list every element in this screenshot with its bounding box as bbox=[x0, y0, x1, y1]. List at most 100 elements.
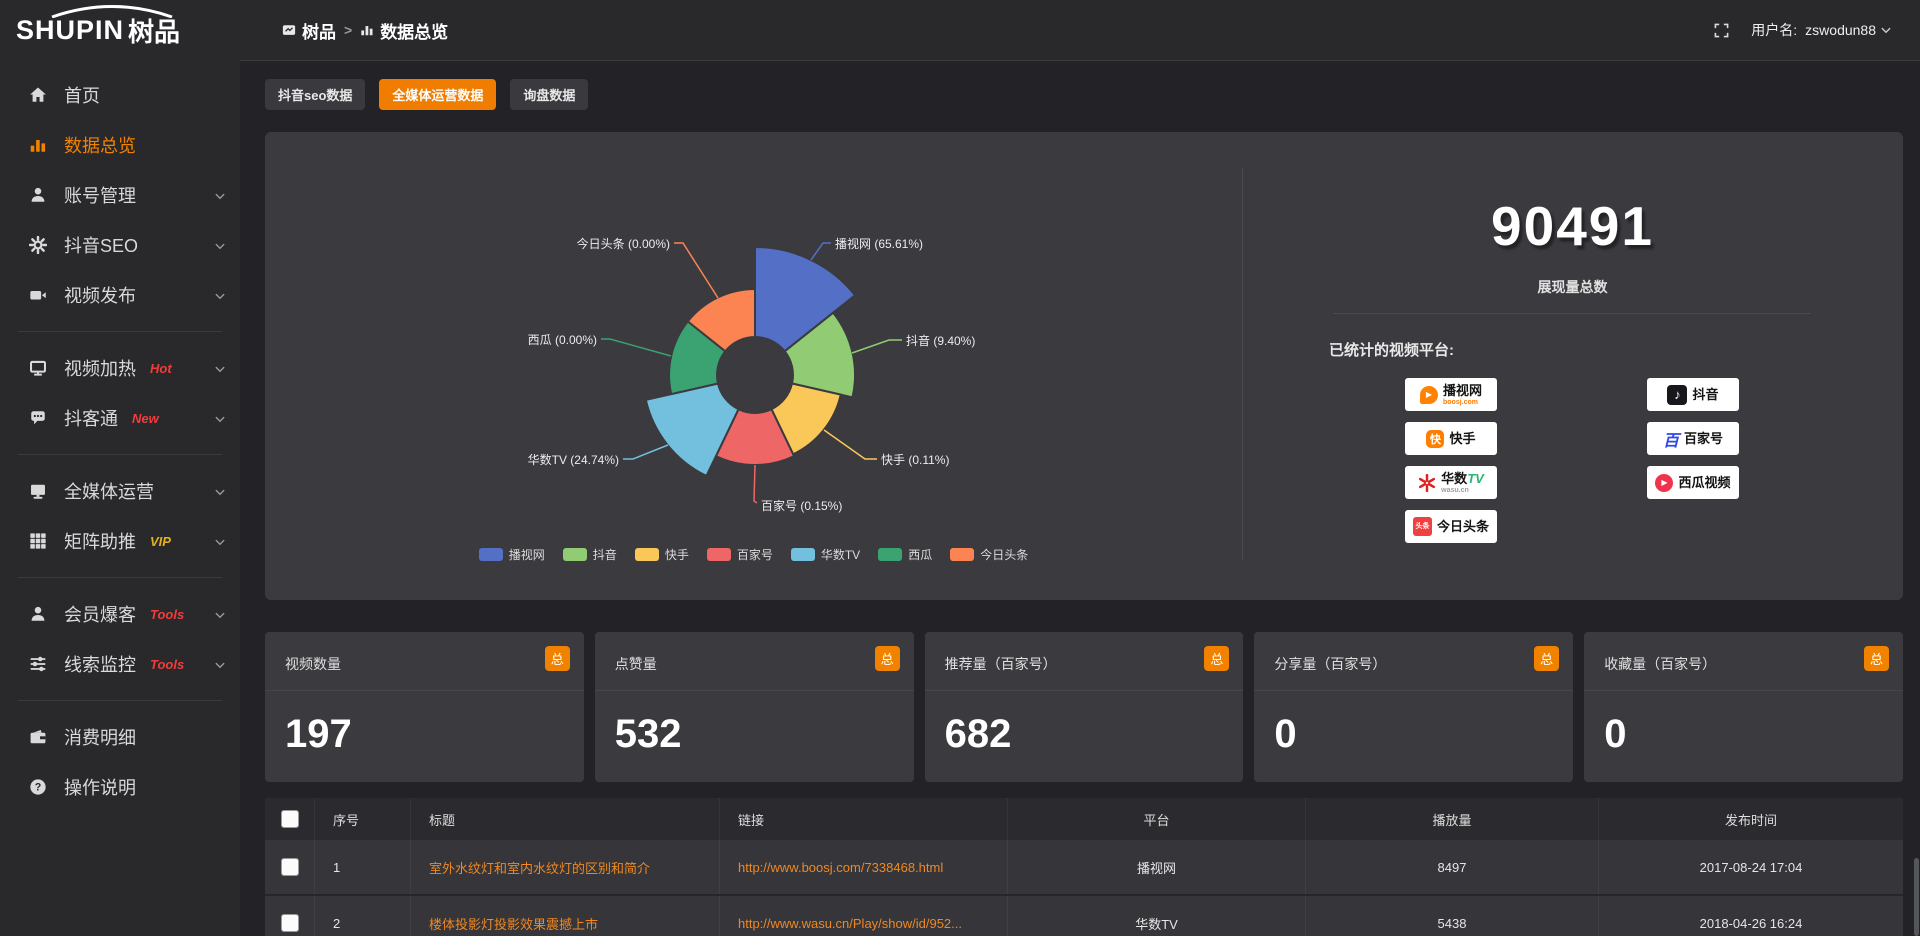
sidebar-item-media-operation[interactable]: 全媒体运营 bbox=[0, 466, 240, 516]
pie-leader-line bbox=[753, 464, 758, 504]
video-url-link[interactable]: http://www.wasu.cn/Play/show/id/952... bbox=[738, 915, 962, 931]
fullscreen-icon[interactable] bbox=[1714, 23, 1729, 38]
cell-time: 2018-04-26 16:24 bbox=[1699, 915, 1803, 931]
video-title-link[interactable]: 楼体投影灯投影效果震撼上市 bbox=[429, 916, 599, 932]
total-badge: 总 bbox=[1204, 646, 1230, 671]
legend-label: 今日头条 bbox=[980, 548, 1029, 562]
data-tabs: 抖音seo数据 全媒体运营数据 询盘数据 bbox=[265, 79, 589, 110]
wasu-logo-icon bbox=[1418, 473, 1436, 492]
sidebar-item-data-overview[interactable]: 数据总览 bbox=[0, 120, 240, 170]
breadcrumb-item-data-overview[interactable]: 数据总览 bbox=[360, 18, 448, 43]
horizontal-divider bbox=[1333, 313, 1811, 314]
media-operation-icon bbox=[28, 481, 48, 501]
total-badge: 总 bbox=[874, 646, 900, 671]
sidebar-item-label: 抖音SEO bbox=[64, 236, 139, 256]
pie-label-kuaishou: 快手 (0.11%) bbox=[881, 453, 950, 467]
user-menu[interactable]: 用户名: zswodun88 bbox=[1751, 20, 1892, 40]
chevron-down-icon bbox=[214, 289, 226, 307]
brand-name: SHUPIN bbox=[16, 14, 125, 45]
legend-swatch bbox=[950, 548, 975, 561]
breadcrumb-item-shupin[interactable]: 树品 bbox=[282, 18, 336, 43]
data-overview-icon bbox=[28, 135, 48, 155]
platform-badge-toutiao: 头条 今日头条 bbox=[1405, 510, 1497, 543]
sidebar-item-home[interactable]: 首页 bbox=[0, 70, 240, 120]
legend-item-kuaishou[interactable]: 快手 bbox=[634, 546, 689, 563]
pie-slice-boosj[interactable] bbox=[754, 245, 857, 353]
header-cell-no: 序号 bbox=[315, 798, 411, 840]
legend-swatch bbox=[790, 548, 815, 561]
stat-card-title: 视频数量 bbox=[285, 656, 341, 672]
sidebar-item-member-baoke[interactable]: 会员爆客 Tools bbox=[0, 589, 240, 639]
sidebar-item-label: 首页 bbox=[64, 86, 100, 106]
pie-slice-douyin[interactable] bbox=[783, 311, 856, 399]
total-badge: 总 bbox=[544, 646, 570, 671]
stat-card-3: 分享量（百家号） 总 0 bbox=[1254, 632, 1574, 782]
stat-card-title: 分享量（百家号） bbox=[1274, 656, 1387, 672]
sidebar-item-video-heating[interactable]: 视频加热 Hot bbox=[0, 343, 240, 393]
legend-item-douyin[interactable]: 抖音 bbox=[562, 546, 617, 563]
cell-no: 1 bbox=[315, 840, 411, 894]
chevron-down-icon bbox=[214, 535, 226, 553]
sidebar-item-label: 线索监控 bbox=[64, 655, 136, 675]
platform-name: 西瓜视频 bbox=[1678, 475, 1731, 490]
tab-inquiry-data[interactable]: 询盘数据 bbox=[510, 79, 589, 110]
sidebar-item-douyin-seo[interactable]: 抖音SEO bbox=[0, 220, 240, 270]
legend-swatch bbox=[562, 548, 587, 561]
breadcrumb-separator: > bbox=[344, 22, 353, 38]
tab-media-operation-data[interactable]: 全媒体运营数据 bbox=[379, 79, 497, 110]
sidebar-item-label: 消费明细 bbox=[64, 728, 136, 748]
card-divider bbox=[594, 690, 914, 691]
sidebar-item-badge: Hot bbox=[150, 360, 172, 376]
logo-arc-icon bbox=[51, 5, 173, 18]
sidebar-item-douketong[interactable]: 抖客通 New bbox=[0, 393, 240, 443]
sidebar-item-badge: Tools bbox=[150, 656, 185, 672]
sidebar-item-matrix-boost[interactable]: 矩阵助推 VIP bbox=[0, 516, 240, 566]
home-icon bbox=[28, 85, 48, 105]
douyin-seo-icon bbox=[28, 235, 48, 255]
vertical-divider bbox=[1242, 168, 1243, 560]
platform-badges-left: ▶ 播视网 boosj.com 快快手 华数TV wasu.cn 头条 今日头条 bbox=[1405, 378, 1497, 543]
video-url-link[interactable]: http://www.boosj.com/7338468.html bbox=[738, 859, 944, 875]
legend-item-baijiahao[interactable]: 百家号 bbox=[706, 546, 773, 563]
sidebar-item-label: 视频发布 bbox=[64, 286, 136, 306]
chevron-down-icon bbox=[214, 362, 226, 380]
operation-guide-icon: ? bbox=[28, 777, 48, 797]
platform-badge-xigua: ▶ 西瓜视频 bbox=[1647, 466, 1739, 499]
pie-leader-line bbox=[674, 242, 719, 299]
legend-swatch bbox=[878, 548, 903, 561]
legend-item-wasu[interactable]: 华数TV bbox=[790, 546, 860, 563]
legend-label: 播视网 bbox=[508, 548, 545, 562]
stat-card-value: 197 bbox=[285, 712, 352, 756]
platform-name: 华数TV bbox=[1441, 470, 1484, 486]
platform-name: 播视网 bbox=[1442, 382, 1482, 398]
row-checkbox[interactable] bbox=[280, 858, 299, 876]
card-divider bbox=[265, 690, 584, 691]
xigua-logo-icon: ▶ bbox=[1655, 473, 1674, 492]
tab-douyin-seo-data[interactable]: 抖音seo数据 bbox=[265, 79, 366, 110]
scrollbar-thumb[interactable] bbox=[1914, 858, 1919, 936]
chevron-down-icon bbox=[214, 189, 226, 207]
sidebar-item-clue-monitor[interactable]: 线索监控 Tools bbox=[0, 639, 240, 689]
cell-plays: 5438 bbox=[1306, 896, 1599, 936]
sidebar-item-account-management[interactable]: 账号管理 bbox=[0, 170, 240, 220]
video-title-link[interactable]: 室外水纹灯和室内水纹灯的区别和简介 bbox=[429, 860, 651, 876]
stat-card-4: 收藏量（百家号） 总 0 bbox=[1584, 632, 1903, 782]
row-checkbox[interactable] bbox=[280, 914, 299, 932]
sidebar-item-operation-guide[interactable]: ? 操作说明 bbox=[0, 762, 240, 812]
legend-item-xigua[interactable]: 西瓜 bbox=[878, 546, 932, 563]
sidebar-item-video-publish[interactable]: 视频发布 bbox=[0, 270, 240, 320]
platform-badge-kuaishou: 快快手 bbox=[1405, 422, 1497, 455]
member-baoke-icon bbox=[28, 604, 48, 624]
header-cell-plays: 播放量 bbox=[1306, 798, 1599, 840]
stat-card-value: 0 bbox=[1274, 712, 1297, 756]
pie-slice-toutiao[interactable] bbox=[686, 287, 756, 353]
sidebar-item-consume-detail[interactable]: 消费明细 bbox=[0, 712, 240, 762]
pie-slice-wasu[interactable] bbox=[644, 382, 740, 478]
legend-item-toutiao[interactable]: 今日头条 bbox=[950, 546, 1028, 563]
table-row-2: 2 楼体投影灯投影效果震撼上市 http://www.wasu.cn/Play/sh… bbox=[265, 896, 1903, 936]
sidebar-item-label: 账号管理 bbox=[64, 186, 136, 206]
select-all-checkbox[interactable] bbox=[280, 810, 299, 828]
cell-time: 2017-08-24 17:04 bbox=[1699, 859, 1803, 875]
legend-item-boosj[interactable]: 播视网 bbox=[478, 546, 545, 563]
stat-card-title: 推荐量（百家号） bbox=[944, 656, 1057, 672]
